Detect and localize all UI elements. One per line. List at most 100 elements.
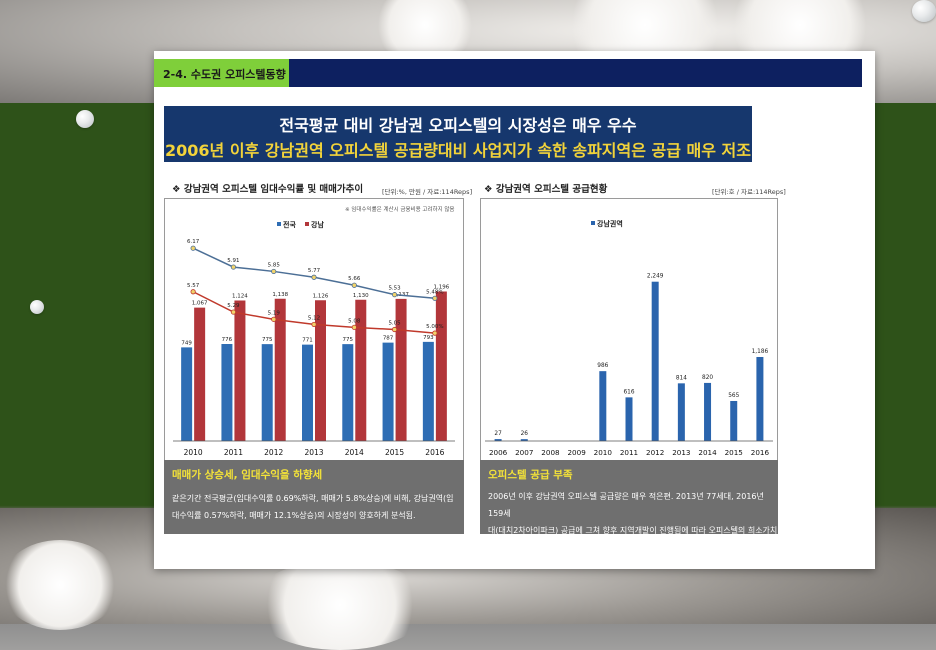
x-tick-label: 2011 <box>224 448 243 457</box>
bar-label-supply: 1,186 <box>752 349 769 355</box>
x-tick-label: 2007 <box>515 448 533 457</box>
section-title-bar <box>289 59 862 87</box>
water-drop <box>912 0 936 22</box>
right-panel-unit: [단위:호 / 자료:114Reps] <box>712 188 786 196</box>
x-tick-label: 2011 <box>620 448 638 457</box>
right-panel-title: ❖ 강남권역 오피스텔 공급현황 <box>484 184 608 195</box>
bar-gangnam <box>234 300 246 441</box>
bar-label-national: 787 <box>383 336 394 342</box>
left-panel-unit: [단위:%, 만원 / 자료:114Reps] <box>382 188 473 196</box>
bar-supply <box>677 383 685 441</box>
x-tick-label: 2015 <box>385 448 404 457</box>
yield-national-point <box>351 282 357 288</box>
left-panel-title: ❖ 강남권역 오피스텔 임대수익률 및 매매가추이 <box>172 184 364 195</box>
bar-label-gangnam: 1,126 <box>313 293 329 299</box>
bar-gangnam <box>395 298 407 441</box>
supply-chart: 강남권역 27 2006 26 2007 2008 2009 986 2010 616 2011 2,… <box>485 219 773 457</box>
legend-label-gangnam: 강남 <box>311 220 324 229</box>
bar-supply <box>756 356 764 441</box>
right-caption-title: 오피스텔 공급 부족 <box>488 469 573 481</box>
bar-gangnam <box>435 291 447 441</box>
bar-label-gangnam: 1,138 <box>272 292 288 298</box>
bar-gangnam <box>194 307 206 441</box>
x-tick-label: 2010 <box>184 448 203 457</box>
yield-gangnam-point <box>230 309 237 315</box>
bar-label-supply: 616 <box>623 389 634 395</box>
background-blossom <box>250 560 430 650</box>
right-chart-panel: 강남권역 27 2006 26 2007 2008 2009 986 2010 616 2011 2,… <box>480 198 778 462</box>
bar-gangnam <box>315 300 326 441</box>
bar-supply <box>704 382 712 441</box>
yield-national-point <box>230 264 237 270</box>
x-tick-label: 2013 <box>304 448 323 457</box>
x-tick-label: 2014 <box>698 448 717 457</box>
yield-gangnam-point <box>432 330 438 336</box>
left-caption-line: 같은기간 전국평균(임대수익률 0.69%하락, 매매가 5.8%상승)에 비해… <box>172 494 454 503</box>
yield-national-label: 5.48% <box>426 289 443 295</box>
x-tick-label: 2006 <box>489 448 508 457</box>
bar-national <box>221 344 233 441</box>
yield-gangnam-label: 5.19 <box>268 310 281 316</box>
bar-label-gangnam: 1,067 <box>192 301 208 307</box>
legend-swatch-national <box>277 222 281 226</box>
yield-national-label: 5.85 <box>268 262 281 268</box>
legend-label-national: 전국 <box>283 220 296 229</box>
left-caption: 매매가 상승세, 임대수익을 하향세 같은기간 전국평균(임대수익률 0.69%… <box>164 460 464 534</box>
bar-label-national: 771 <box>302 338 313 344</box>
bar-gangnam <box>355 299 367 441</box>
x-tick-label: 2012 <box>646 448 664 457</box>
left-caption-body: 같은기간 전국평균(임대수익률 0.69%하락, 매매가 5.8%상승)에 비해… <box>172 490 454 524</box>
x-tick-label: 2013 <box>672 448 690 457</box>
yield-national-label: 5.77 <box>308 268 321 274</box>
yield-gangnam-label: 5.12 <box>308 315 320 321</box>
section-tag-label: 2-4. 수도권 오피스텔동향 <box>163 68 286 81</box>
yield-national-label: 5.53 <box>388 286 401 292</box>
bar-label-supply: 27 <box>494 431 502 437</box>
yield-gangnam-label: 5.29 <box>227 303 240 309</box>
bar-supply <box>625 397 633 441</box>
water-drop <box>30 300 44 314</box>
yield-gangnam-point <box>271 316 277 322</box>
bar-gangnam <box>274 298 286 441</box>
x-tick-label: 2016 <box>751 448 770 457</box>
yield-price-chart: ※ 임대수익률은 계산시 금융비용 고려하지 않음 전국 강남 749 1,067 20… <box>173 205 455 457</box>
yield-national-label: 5.91 <box>227 258 239 264</box>
bar-supply <box>599 371 607 441</box>
yield-national-point <box>190 245 196 251</box>
right-caption-line: 2006년 이후 강남권역 오피스텔 공급량은 매우 적은편. 2013년 77… <box>488 492 764 518</box>
bar-label-supply: 26 <box>521 431 529 437</box>
legend-swatch-supply <box>591 221 595 225</box>
bar-label-national: 776 <box>222 337 233 343</box>
background-blossom <box>370 0 480 60</box>
headline-line-1: 전국평균 대비 강남권 오피스텔의 시장성은 매우 우수 <box>279 116 637 135</box>
bar-supply <box>520 439 528 441</box>
yield-gangnam-point <box>351 324 357 330</box>
bar-label-supply: 565 <box>728 393 739 399</box>
yield-national-point <box>391 292 398 298</box>
bar-national <box>422 341 434 441</box>
x-tick-label: 2008 <box>541 448 560 457</box>
x-tick-label: 2015 <box>725 448 743 457</box>
presentation-slide: 2-4. 수도권 오피스텔동향 전국평균 대비 강남권 오피스텔의 시장성은 매… <box>154 51 875 569</box>
left-caption-line: 대수익률 0.57%하락, 매매가 12.1%상승)의 시장성이 양호하게 분석… <box>172 511 416 520</box>
headline-box: 전국평균 대비 강남권 오피스텔의 시장성은 매우 우수 2006년 이후 강남… <box>164 106 752 162</box>
left-caption-title: 매매가 상승세, 임대수익을 하향세 <box>172 469 323 481</box>
yield-national-label: 6.17 <box>187 239 200 245</box>
yield-national-label: 5.66 <box>348 276 361 282</box>
headline-line-2: 2006년 이후 강남권역 오피스텔 공급량대비 사업지가 속한 송파지역은 공… <box>165 141 751 160</box>
yield-national-point <box>271 268 277 275</box>
yield-gangnam-label: 5.05 <box>388 321 401 327</box>
yield-gangnam-point <box>190 289 196 295</box>
background-blossom <box>0 540 120 630</box>
bar-label-national: 775 <box>262 337 273 343</box>
yield-gangnam-point <box>391 326 398 333</box>
x-tick-label: 2009 <box>567 448 586 457</box>
right-caption-line: 대(대치2차아이파크) 공급에 그쳐 향후 지역개발이 진행됨에 따라 오피스텔… <box>488 526 778 552</box>
right-caption-line: 올라갈 것으로 전망 <box>488 560 552 569</box>
legend-label-supply: 강남권역 <box>597 219 623 228</box>
bar-label-supply: 986 <box>597 363 608 369</box>
yield-gangnam-label: 5.57 <box>187 283 200 289</box>
bar-national <box>382 342 394 441</box>
bar-label-national: 775 <box>343 337 354 343</box>
section-tag: 2-4. 수도권 오피스텔동향 <box>154 59 289 87</box>
